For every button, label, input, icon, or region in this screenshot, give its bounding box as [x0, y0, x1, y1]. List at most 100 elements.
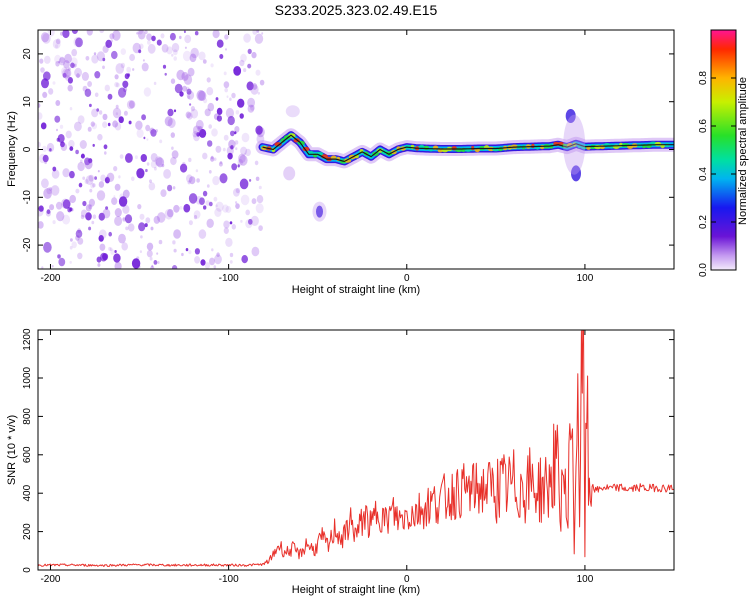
noise-speck [206, 218, 214, 228]
noise-speck [114, 81, 119, 88]
noise-speck [46, 142, 55, 153]
noise-speck [240, 194, 250, 206]
colorbar-tick-label: 0.6 [698, 119, 709, 133]
noise-speck [202, 190, 208, 197]
noise-speck [251, 246, 260, 257]
noise-speck [108, 231, 112, 237]
burst-halo [563, 114, 586, 175]
noise-speck [208, 170, 212, 174]
noise-speck [207, 140, 213, 147]
noise-speck [82, 176, 86, 180]
noise-speck [80, 209, 88, 218]
colorbar-bar [710, 29, 737, 271]
noise-speck [80, 153, 85, 159]
noise-speck [192, 131, 198, 138]
noise-speck [59, 56, 65, 63]
noise-speck [247, 48, 252, 55]
noise-speck [122, 80, 129, 89]
noise-speck [218, 161, 223, 167]
noise-speck [161, 163, 165, 168]
noise-speck [162, 64, 167, 69]
snr-xlabel: Height of straight line (km) [292, 584, 420, 596]
burst-blob-upper [565, 109, 576, 123]
noise-speck [195, 119, 204, 130]
noise-speck [58, 257, 66, 267]
noise-speck [149, 256, 153, 261]
noise-speck [39, 58, 44, 64]
noise-speck [52, 220, 56, 225]
noise-speck [69, 194, 76, 204]
noise-speck [106, 172, 115, 182]
noise-speck [147, 40, 151, 45]
noise-speck [190, 47, 199, 59]
noise-speck [144, 30, 148, 35]
noise-speck [89, 103, 92, 108]
noise-speck [122, 204, 130, 214]
noise-speck [181, 71, 189, 81]
noise-speck [216, 115, 222, 122]
noise-speck [118, 175, 121, 179]
noise-speck [65, 75, 70, 81]
noise-speck [38, 103, 41, 108]
noise-speck [113, 253, 121, 263]
noise-speck [202, 59, 207, 64]
noise-speck [127, 73, 131, 77]
noise-speck [62, 30, 70, 39]
noise-speck [115, 104, 119, 109]
spectrogram-xtick-label: 0 [404, 273, 410, 284]
noise-speck [102, 121, 108, 128]
noise-speck [109, 33, 115, 40]
noise-speck [40, 32, 50, 43]
noise-speck [118, 116, 124, 124]
noise-speck [157, 212, 166, 223]
noise-speck [212, 175, 220, 186]
noise-speck [57, 254, 61, 259]
spectrogram-xtick-label: 100 [577, 273, 594, 284]
noise-speck [119, 154, 124, 159]
noise-speck [184, 46, 187, 49]
noise-speck [225, 48, 227, 51]
noise-speck [239, 113, 244, 119]
noise-speck [38, 221, 44, 229]
noise-speck [48, 88, 54, 95]
spectrogram-ytick-label: -20 [22, 237, 33, 252]
noise-speck [255, 203, 264, 214]
noise-speck [42, 154, 49, 163]
noise-speck [150, 265, 155, 269]
noise-speck [204, 108, 211, 117]
noise-speck [102, 45, 109, 53]
noise-speck [244, 152, 246, 155]
noise-speck [243, 33, 251, 43]
noise-speck [115, 82, 120, 88]
noise-speck [112, 120, 118, 128]
noise-speck [247, 63, 252, 69]
noise-speck [261, 32, 264, 35]
snr-series-line [38, 330, 674, 567]
noise-speck [97, 170, 100, 173]
noise-speck [52, 39, 61, 49]
noise-speck [149, 127, 155, 135]
noise-speck [137, 30, 146, 40]
noise-speck [188, 220, 193, 226]
snr-ytick-label: 600 [22, 446, 33, 463]
noise-speck [216, 107, 223, 115]
noise-speck [183, 30, 186, 34]
noise-speck [229, 252, 234, 258]
noise-speck [173, 229, 182, 239]
noise-speck [206, 184, 210, 188]
noise-speck [245, 219, 253, 229]
noise-speck [206, 87, 214, 96]
noise-speck [100, 174, 106, 182]
noise-speck [250, 84, 259, 95]
noise-speck [42, 33, 51, 44]
noise-speck [41, 78, 49, 89]
noise-speck [97, 133, 103, 141]
noise-speck [65, 130, 72, 139]
noise-speck [227, 152, 233, 160]
noise-speck [219, 161, 223, 165]
noise-speck [134, 155, 138, 160]
noise-speck [251, 198, 257, 205]
noise-speck [235, 203, 240, 210]
burst-blob-lower [571, 165, 581, 182]
noise-speck [226, 95, 229, 98]
